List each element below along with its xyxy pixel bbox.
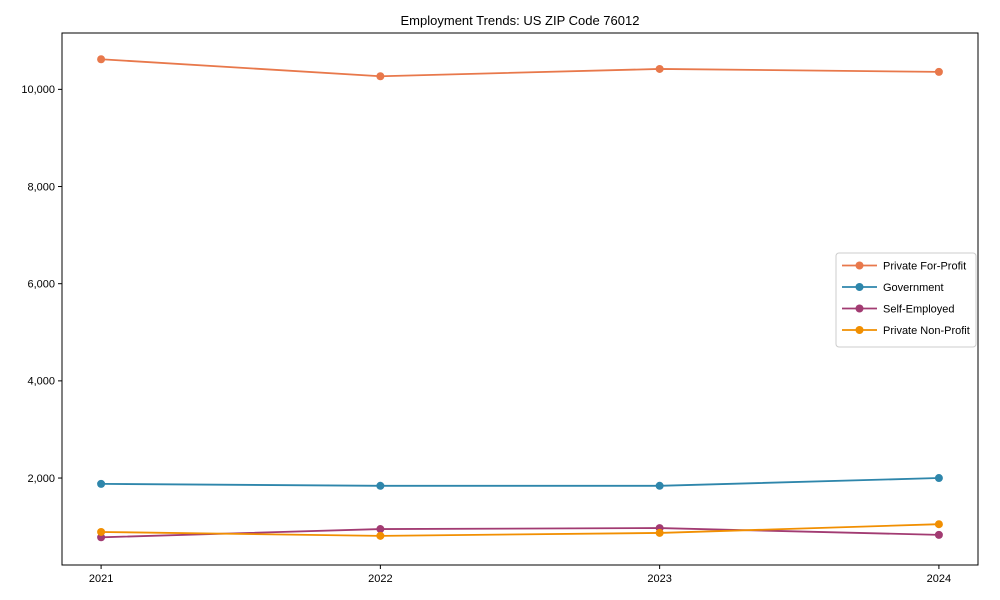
data-point-private-for-profit xyxy=(934,67,943,76)
legend-label: Private For-Profit xyxy=(883,260,966,272)
legend-box xyxy=(835,252,977,348)
legend-label: Government xyxy=(883,282,944,294)
x-tick-label: 2021 xyxy=(89,573,113,585)
legend-label: Private Non-Profit xyxy=(883,325,970,337)
data-point-government xyxy=(97,479,106,488)
series-line-private-non-profit xyxy=(101,523,939,537)
data-point-private-for-profit xyxy=(376,72,385,81)
legend-swatch-marker xyxy=(855,304,864,313)
legend: Private For-Profit Government Self-Employe… xyxy=(835,252,977,348)
legend-label: Self-Employed xyxy=(883,303,955,315)
legend-swatch-marker xyxy=(855,326,864,334)
data-point-private-for-profit xyxy=(655,64,664,73)
legend-swatch-marker xyxy=(855,283,864,291)
data-point-private-for-profit xyxy=(97,55,106,64)
x-tick-label: 2022 xyxy=(368,573,392,585)
y-tick-label: 8,000 xyxy=(27,181,55,193)
data-point-self-employed xyxy=(934,530,943,539)
data-point-private-non-profit xyxy=(655,528,664,537)
data-point-private-non-profit xyxy=(97,527,106,536)
y-tick-label: 6,000 xyxy=(27,278,55,290)
y-tick-label: 2,000 xyxy=(27,473,55,485)
data-point-government xyxy=(655,481,664,490)
x-tick-label: 2024 xyxy=(927,573,951,585)
legend-swatch-marker xyxy=(855,261,864,270)
series-line-self-employed xyxy=(101,527,939,539)
axes: 2,000 4,000 6,000 8,000 10,000 2021 2022 2023 20… xyxy=(21,32,979,585)
plot-spines xyxy=(61,32,979,566)
series-line-government xyxy=(101,477,939,487)
data-point-government xyxy=(934,474,943,483)
series-line-private-for-profit xyxy=(101,58,939,78)
x-tick-label: 2023 xyxy=(647,573,671,585)
data-point-private-non-profit xyxy=(934,520,943,529)
data-point-private-non-profit xyxy=(376,531,385,540)
series-lines xyxy=(97,55,943,542)
chart-title: Employment Trends: US ZIP Code 76012 xyxy=(401,13,640,28)
data-point-self-employed xyxy=(376,525,385,534)
y-tick-label: 10,000 xyxy=(21,84,55,96)
data-point-government xyxy=(376,481,385,490)
y-tick-label: 4,000 xyxy=(27,376,55,388)
